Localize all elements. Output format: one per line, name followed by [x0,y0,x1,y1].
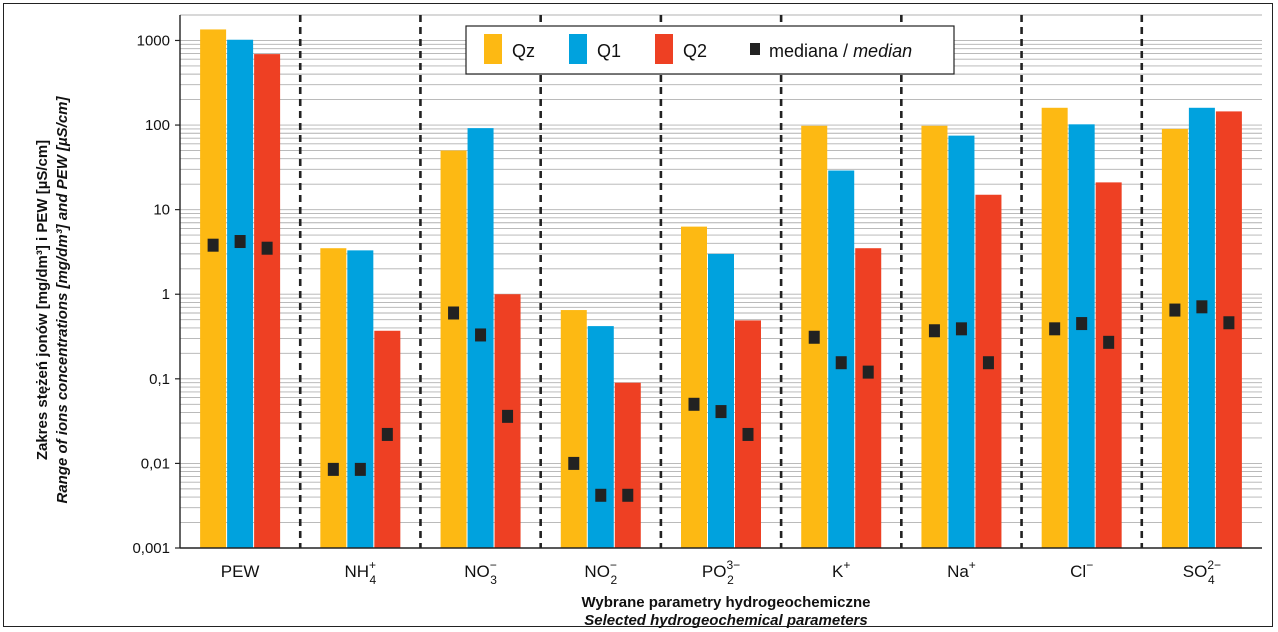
y-axis-title: Zakres stężeń jonów [mg/dm³] i PEW [µS/c… [34,140,51,460]
median-marker [354,462,366,476]
legend-label-median: mediana / median [769,41,912,61]
bar-q1-0 [227,39,254,548]
median-marker [928,324,940,338]
y-tick-label: 1 [162,286,170,303]
bar-q2-3 [614,382,641,548]
axes-layer [175,15,1262,549]
bar-q1-7 [1068,124,1095,548]
median-marker [835,356,847,370]
bars-layer [200,29,1242,549]
legend-median-pl: mediana [769,41,839,61]
legend: Qz Q1 Q2 mediana / median [465,25,955,75]
median-marker [862,365,874,379]
legend-box [465,25,955,75]
bar-qz-2 [440,150,467,548]
y-tick-label: 10 [153,202,170,219]
median-marker [982,356,994,370]
bar-q2-7 [1095,182,1122,549]
labels-layer: 0,001 0,01 0,1 1 10 100 1000 PEW NH+ 4 NO− 3 NO− 2 PO3… [132,32,1221,587]
bar-q2-6 [975,194,1002,548]
median-marker [688,397,700,411]
legend-swatch-median [750,43,760,55]
median-marker [207,238,219,252]
legend-median-en: median [853,41,912,61]
median-marker [742,427,754,441]
bar-q2-5 [855,248,882,549]
bar-qz-4 [681,226,707,548]
bar-q2-8 [1215,111,1242,548]
median-marker [261,241,273,255]
category-label: NH+ 4 [344,558,376,587]
median-marker [448,306,460,320]
y-tick-label: 0,01 [141,455,170,472]
median-marker [1076,317,1088,331]
bar-qz-1 [320,248,347,549]
y-axis-title-en: Range of ions concentrations [mg/dm³] an… [54,95,71,503]
legend-label-qz: Qz [512,41,535,61]
median-marker [234,235,246,249]
legend-swatch-q1 [569,34,587,64]
median-marker [327,462,339,476]
median-marker [808,330,820,344]
median-marker [1049,322,1061,336]
median-marker [1223,316,1235,330]
bar-qz-8 [1161,128,1188,548]
bar-q2-0 [254,54,281,548]
median-marker [568,456,580,470]
bar-q1-1 [347,250,374,548]
x-axis-title: Wybrane parametry hydrogeochemiczne [582,594,871,611]
bar-q1-6 [948,135,975,548]
category-label: NO− 3 [464,558,497,587]
legend-label-q2: Q2 [683,41,707,61]
bar-qz-3 [560,310,587,548]
y-tick-label: 1000 [137,32,170,49]
median-marker [381,427,393,441]
chart-frame [3,3,1273,627]
x-axis-title-en: Selected hydrogeochemical parameters [584,612,867,629]
bar-q1-3 [587,326,614,548]
bar-q1-8 [1188,107,1215,548]
category-label: SO2− 4 [1183,558,1221,587]
legend-swatch-qz [484,34,502,64]
category-label: PO3− 2 [702,558,740,587]
category-label: Cl− [1070,558,1093,581]
category-label: PEW [221,562,260,581]
median-marker [1169,303,1181,317]
median-marker [1103,335,1115,349]
legend-swatch-q2 [655,34,673,64]
y-tick-label: 100 [145,117,170,134]
median-marker [502,409,514,423]
category-label: Na+ [947,558,976,581]
category-label: NO− 2 [584,558,617,587]
y-tick-label: 0,1 [149,371,170,388]
median-marker [715,405,727,419]
bar-q1-4 [708,253,734,548]
median-marker [1196,300,1208,314]
legend-label-q1: Q1 [597,41,621,61]
median-marker [622,488,634,502]
legend-median-sep: / [838,41,853,61]
median-marker [955,322,967,336]
bar-qz-0 [200,29,227,548]
median-marker [595,488,607,502]
category-label: K+ [832,558,850,581]
median-marker [475,328,487,342]
y-tick-label: 0,001 [132,540,170,557]
